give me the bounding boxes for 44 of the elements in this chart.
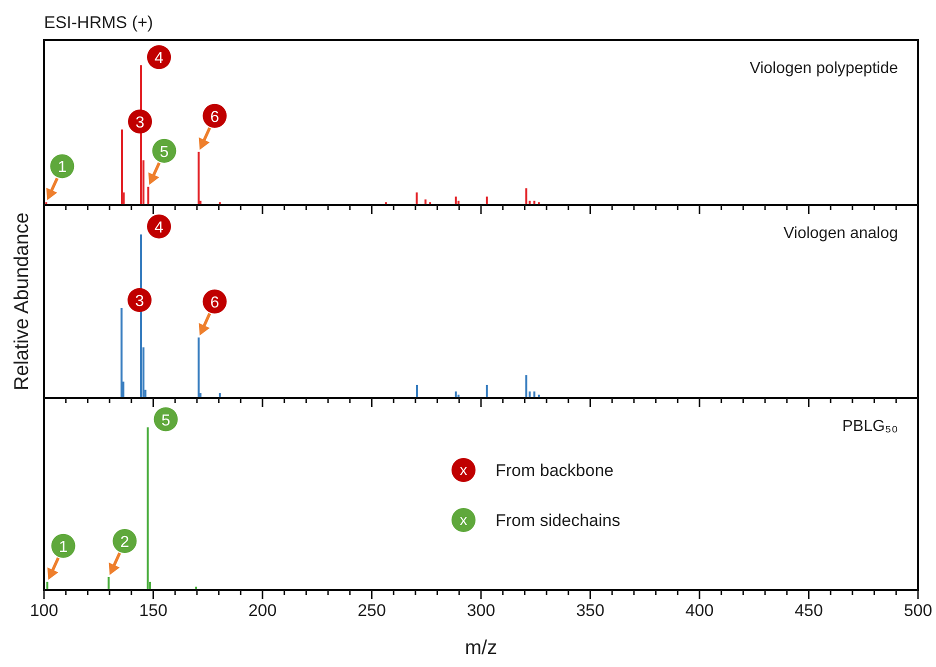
x-tick-label: 500 — [904, 601, 932, 620]
annotation: 5 — [160, 144, 169, 161]
x-tick-label: 400 — [685, 601, 714, 620]
bar — [146, 427, 149, 590]
annotation: 3 — [135, 293, 144, 310]
annotation: 2 — [120, 534, 130, 551]
annotation: x — [460, 462, 468, 479]
chart-subtitle: PBLG₅₀ — [842, 418, 898, 435]
annotation: 6 — [210, 108, 220, 126]
annotation: 1 — [58, 538, 68, 556]
x-axis-title: m/z — [464, 637, 498, 659]
x-tick-label: 100 — [30, 601, 58, 620]
bar — [454, 196, 457, 205]
x-tick-label: 250 — [358, 601, 386, 620]
chart-title: ESI-HRMS (+) — [44, 13, 154, 32]
x-tick-label: 350 — [576, 601, 604, 620]
bar — [121, 129, 124, 205]
bar — [525, 188, 528, 205]
y-axis-title: Relative Abundance — [11, 212, 33, 390]
chart-subtitle: Viologen polypeptide — [750, 60, 898, 77]
x-tick-label: 200 — [248, 601, 277, 620]
bar — [416, 384, 418, 398]
bar — [108, 576, 110, 590]
annotation: 6 — [210, 294, 220, 312]
bar — [416, 192, 418, 205]
annotation: x — [460, 512, 468, 529]
x-tick-label: 450 — [794, 601, 823, 620]
chart-subtitle: Viologen analog — [784, 225, 898, 242]
x-tick-label: 300 — [466, 601, 496, 620]
annotation: 1 — [58, 159, 67, 176]
annotation: From sidechains — [496, 511, 620, 530]
bar — [147, 186, 150, 205]
annotation: 5 — [161, 412, 170, 430]
annotation: From backbone — [496, 461, 614, 480]
annotation: 4 — [154, 50, 164, 68]
bar — [198, 152, 200, 205]
bar — [486, 196, 488, 205]
annotation: 4 — [154, 219, 164, 236]
bar — [120, 308, 123, 398]
annotation: 3 — [136, 114, 145, 132]
bar — [198, 337, 200, 398]
bar — [486, 384, 488, 398]
x-tick-label: 150 — [139, 601, 168, 620]
bar — [525, 375, 528, 398]
